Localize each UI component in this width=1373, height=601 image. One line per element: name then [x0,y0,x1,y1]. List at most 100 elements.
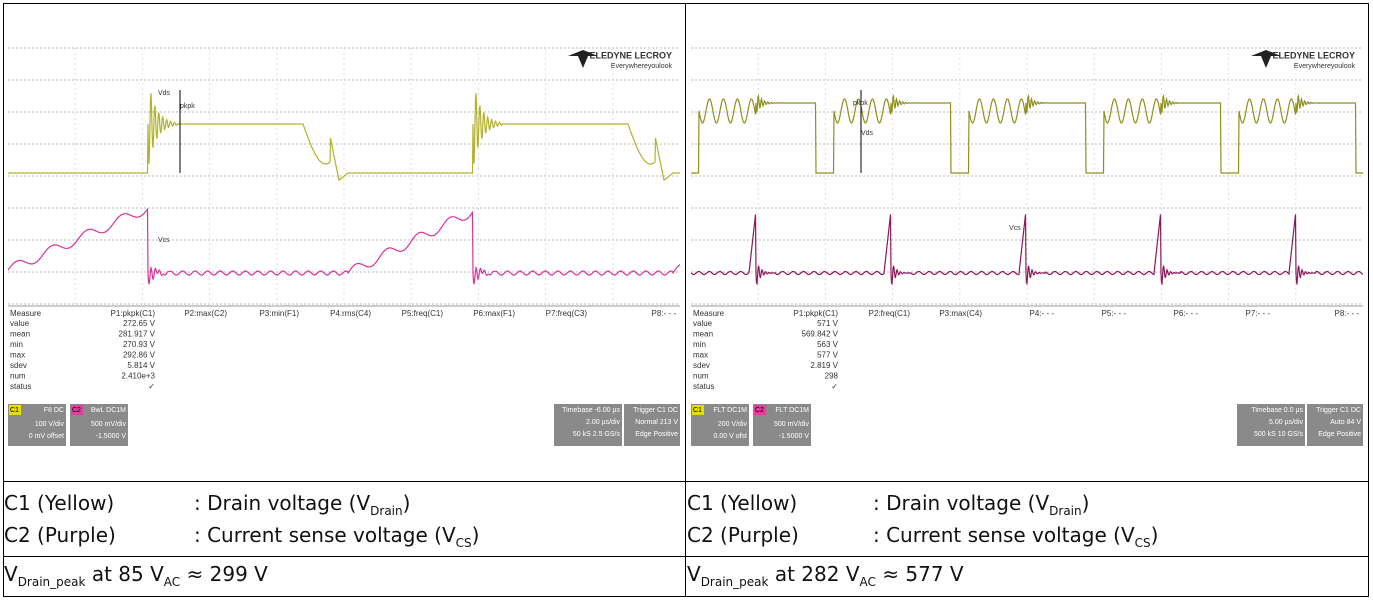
channel-scale: 100 V/div [35,421,65,428]
measure-row-label: value [693,319,713,328]
measure-row-label: mean [10,330,30,339]
legend-desc: : Current sense voltage (VCS) [194,523,479,550]
timebase-label: Timebase 0.0 µs [1251,407,1303,414]
timebase-rate: 500 kS 10 GS/s [1254,431,1304,438]
peak-value: ≈ 299 V [180,562,268,586]
column-divider [685,3,686,597]
measure-header: P4:- - - [1030,309,1055,318]
measure-row-label: sdev [693,361,710,370]
subscript: CS [1135,536,1151,550]
tagline: Everywhereyoulook [611,63,673,70]
timebase-scale: 5.00 µs/div [1269,419,1303,426]
measure-header: P8:- - - [1335,309,1360,318]
legend-desc: : Current sense voltage (VCS) [873,523,1158,550]
measure-header: P3:max(C4) [939,309,982,318]
measure-header: P5:- - - [1102,309,1127,318]
trigger-mode: Auto 84 V [1330,419,1361,426]
measure-row-label: max [693,351,708,360]
measure-header: P6:- - - [1174,309,1199,318]
channel-id: C2 [72,407,81,414]
measure-value: 281.917 V [119,330,156,339]
measure-header: P5:freq(C1) [402,309,444,318]
legend-name: C1 (Yellow) [687,491,797,515]
trace-label: Vds [158,90,171,97]
description: : Drain voltage (V [873,491,1049,515]
measure-value: 298 [825,372,839,381]
subscript: Drain_peak [18,575,86,589]
subscript: Drain [370,504,402,518]
measure-header: P7:freq(C3) [546,309,588,318]
subscript: AC [860,575,876,589]
condition: at 85 V [85,562,163,586]
subscript: Drain [1049,504,1081,518]
peak-text: VDrain_peak at 282 VAC ≈ 577 V [687,562,964,589]
measure-row-label: min [10,340,23,349]
measure-row-label: num [693,372,709,381]
measure-header: Measure [10,309,42,318]
measure-header: P2:max(C2) [184,309,227,318]
channel-name: C2 (Purple) [687,523,799,547]
measure-value: 5.814 V [127,361,155,370]
measure-value: 577 V [817,351,839,360]
measure-row-label: status [693,382,714,391]
description-end: ) [1151,523,1159,547]
trigger-mode: Normal 213 V [635,419,678,426]
measure-value: ✓ [148,382,155,391]
description-end: ) [403,491,411,515]
measure-row-label: sdev [10,361,27,370]
trigger-label: Trigger C1 DC [1316,407,1361,414]
trigger-type: Edge Positive [635,431,678,438]
page: TELEDYNE LECROY Everywhereyoulook Vds pkpk V… [0,0,1373,601]
oscilloscope-screenshot: TELEDYNE LECROYEverywhereyoulookVdspkpkV… [691,8,1363,475]
measure-value: 571 V [817,319,839,328]
peak-value: ≈ 577 V [876,562,964,586]
channel-scale: 500 mV/div [91,421,127,428]
subscript: CS [456,536,472,550]
measure-header: P8:- - - [652,309,677,318]
measure-header: P7:- - - [1246,309,1271,318]
channel-name: C1 (Yellow) [687,491,797,515]
trigger-label: Trigger C1 DC [633,407,678,414]
trace-label: Vcs [1009,225,1021,232]
channel-offset: 0.00 V ofst [714,433,748,440]
channel-mode: BwL DC1M [91,407,126,414]
measure-value: 270.93 V [123,340,156,349]
peak-text: VDrain_peak at 85 VAC ≈ 299 V [4,562,268,589]
channel-mode: FLT DC1M [775,407,809,414]
measure-row-label: status [10,382,31,391]
description: : Drain voltage (V [194,491,370,515]
trace-label: pkpk [853,100,868,107]
measure-row-label: mean [693,330,713,339]
channel-offset: -1.5000 V [779,433,810,440]
measure-header: P3:min(F1) [259,309,299,318]
condition: at 282 V [768,562,859,586]
channel-mode: FLT DC1M [713,407,747,414]
measure-value: 2.819 V [810,361,838,370]
description: : Current sense voltage (V [873,523,1135,547]
channel-id: C1 [10,407,19,414]
subscript: Drain_peak [701,575,769,589]
logo: TELEDYNE LECROY [1267,50,1355,60]
measure-header: P4:rms(C4) [330,309,371,318]
measure-value: 272.65 V [123,319,156,328]
measure-header: P1:pkpk(C1) [794,309,839,318]
legend-desc: : Drain voltage (VDrain) [194,491,410,518]
measure-row-label: min [693,340,706,349]
channel-mode: F8 DC [44,407,64,414]
measure-header: Measure [693,309,725,318]
measure-header: P2:freq(C1) [869,309,911,318]
channel-id: C1 [693,407,702,414]
description-end: ) [1082,491,1090,515]
channel-scale: 200 V/div [718,421,748,428]
measure-value: 2.410e+3 [121,372,155,381]
measure-header: P1:pkpk(C1) [111,309,156,318]
symbol: V [4,562,18,586]
subscript: AC [164,575,180,589]
description-end: ) [472,523,480,547]
measure-value: ✓ [831,382,838,391]
measure-row-label: value [10,319,30,328]
row-divider [3,481,1369,482]
measure-value: 563 V [817,340,839,349]
description: : Current sense voltage (V [194,523,456,547]
row-divider [3,556,1369,557]
